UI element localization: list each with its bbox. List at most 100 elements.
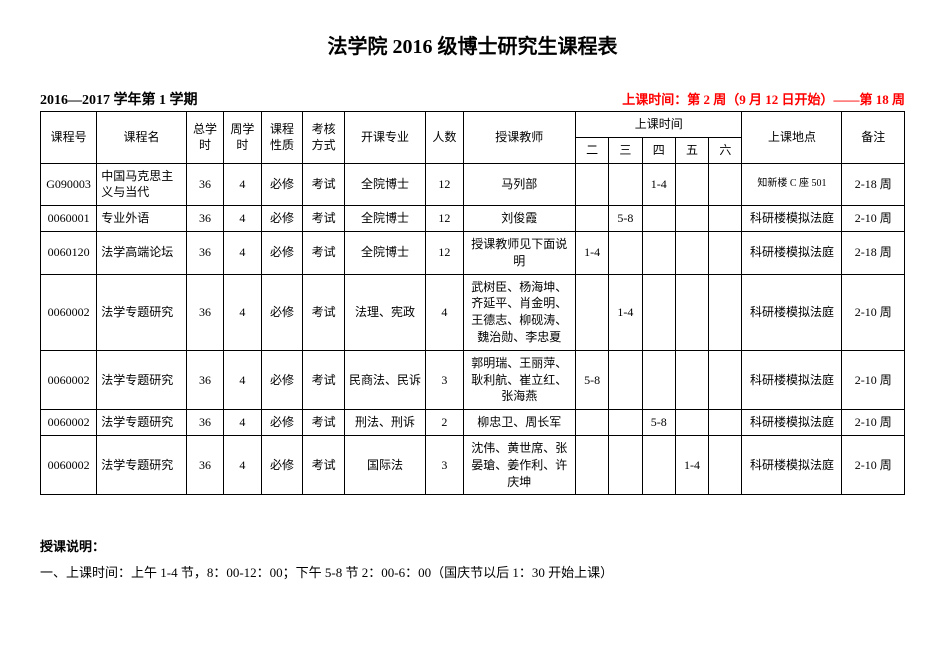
- table-cell: [642, 435, 675, 494]
- col-location: 上课地点: [742, 112, 842, 164]
- table-cell: 民商法、民诉: [344, 350, 425, 409]
- table-row: 0060002法学专题研究364必修考试民商法、民诉3郭明瑞、王丽萍、耿利航、崔…: [41, 350, 905, 409]
- table-row: 0060002法学专题研究364必修考试国际法3沈伟、黄世席、张晏瑲、姜作利、许…: [41, 435, 905, 494]
- table-cell: [709, 206, 742, 232]
- col-code: 课程号: [41, 112, 97, 164]
- table-cell: [609, 231, 642, 274]
- table-cell: 36: [186, 163, 223, 206]
- table-cell: 必修: [261, 274, 303, 350]
- table-cell: 2-10 周: [842, 350, 905, 409]
- table-cell: [642, 350, 675, 409]
- table-cell: G090003: [41, 163, 97, 206]
- table-cell: 法学专题研究: [97, 350, 187, 409]
- col-remark: 备注: [842, 112, 905, 164]
- table-cell: 必修: [261, 435, 303, 494]
- table-row: 0060002法学专题研究364必修考试法理、宪政4武树臣、杨海坤、齐延平、肖金…: [41, 274, 905, 350]
- table-cell: 法学高端论坛: [97, 231, 187, 274]
- table-cell: 12: [426, 206, 463, 232]
- table-cell: 考试: [303, 274, 345, 350]
- table-cell: [675, 274, 708, 350]
- table-cell: [709, 435, 742, 494]
- table-cell: 2-10 周: [842, 274, 905, 350]
- table-cell: 必修: [261, 206, 303, 232]
- table-cell: 考试: [303, 435, 345, 494]
- table-cell: [709, 163, 742, 206]
- table-cell: 36: [186, 350, 223, 409]
- notes-section: 授课说明： 一、上课时间：上午 1-4 节，8：00-12：00；下午 5-8 …: [40, 535, 905, 584]
- table-cell: 4: [224, 410, 261, 436]
- table-cell: 36: [186, 410, 223, 436]
- table-cell: 科研楼模拟法庭: [742, 206, 842, 232]
- table-cell: [609, 410, 642, 436]
- table-cell: [575, 435, 608, 494]
- table-cell: 法学专题研究: [97, 435, 187, 494]
- table-cell: 2-18 周: [842, 231, 905, 274]
- table-cell: 1-4: [642, 163, 675, 206]
- table-cell: [575, 206, 608, 232]
- col-day2: 二: [575, 137, 608, 163]
- table-cell: [609, 350, 642, 409]
- table-cell: 知新楼 C 座 501: [742, 163, 842, 206]
- col-day3: 三: [609, 137, 642, 163]
- table-cell: 武树臣、杨海坤、齐延平、肖金明、王德志、柳砚涛、魏治勋、李忠夏: [463, 274, 575, 350]
- col-type: 课程性质: [261, 112, 303, 164]
- table-cell: 4: [224, 206, 261, 232]
- table-cell: 0060002: [41, 274, 97, 350]
- table-cell: 必修: [261, 163, 303, 206]
- table-cell: 0060001: [41, 206, 97, 232]
- table-cell: 1-4: [575, 231, 608, 274]
- table-cell: [675, 163, 708, 206]
- table-cell: 刑法、刑诉: [344, 410, 425, 436]
- table-cell: [675, 206, 708, 232]
- col-week: 周学时: [224, 112, 261, 164]
- table-cell: 2: [426, 410, 463, 436]
- col-day5: 五: [675, 137, 708, 163]
- table-cell: [642, 231, 675, 274]
- table-cell: 0060002: [41, 435, 97, 494]
- table-cell: 必修: [261, 410, 303, 436]
- table-cell: 全院博士: [344, 231, 425, 274]
- table-row: G090003中国马克思主义与当代364必修考试全院博士12马列部1-4知新楼 …: [41, 163, 905, 206]
- table-cell: [709, 231, 742, 274]
- table-cell: [575, 274, 608, 350]
- table-cell: 36: [186, 206, 223, 232]
- table-cell: 必修: [261, 350, 303, 409]
- table-cell: 5-8: [575, 350, 608, 409]
- table-cell: 考试: [303, 163, 345, 206]
- table-cell: 法学专题研究: [97, 274, 187, 350]
- table-cell: [575, 410, 608, 436]
- col-day6: 六: [709, 137, 742, 163]
- table-cell: 12: [426, 163, 463, 206]
- table-cell: 0060002: [41, 410, 97, 436]
- col-total: 总学时: [186, 112, 223, 164]
- table-cell: 5-8: [609, 206, 642, 232]
- table-cell: 4: [224, 350, 261, 409]
- table-cell: 2-10 周: [842, 206, 905, 232]
- table-cell: 全院博士: [344, 163, 425, 206]
- table-cell: 0060002: [41, 350, 97, 409]
- col-time-group: 上课时间: [575, 112, 742, 138]
- table-body: G090003中国马克思主义与当代364必修考试全院博士12马列部1-4知新楼 …: [41, 163, 905, 495]
- col-num: 人数: [426, 112, 463, 164]
- period-label: 上课时间：第 2 周（9 月 12 日开始）——第 18 周: [622, 89, 905, 108]
- table-cell: 4: [224, 163, 261, 206]
- table-cell: 法理、宪政: [344, 274, 425, 350]
- table-cell: 科研楼模拟法庭: [742, 350, 842, 409]
- page-title: 法学院 2016 级博士研究生课程表: [40, 30, 905, 59]
- table-cell: 2-10 周: [842, 435, 905, 494]
- table-cell: 考试: [303, 410, 345, 436]
- table-cell: [709, 410, 742, 436]
- table-cell: 3: [426, 435, 463, 494]
- table-cell: 科研楼模拟法庭: [742, 231, 842, 274]
- col-major: 开课专业: [344, 112, 425, 164]
- table-cell: 考试: [303, 350, 345, 409]
- table-cell: 中国马克思主义与当代: [97, 163, 187, 206]
- table-cell: 12: [426, 231, 463, 274]
- table-cell: 科研楼模拟法庭: [742, 435, 842, 494]
- table-cell: [609, 435, 642, 494]
- table-cell: 必修: [261, 231, 303, 274]
- notes-heading: 授课说明：: [40, 535, 905, 558]
- table-cell: [709, 350, 742, 409]
- table-cell: 郭明瑞、王丽萍、耿利航、崔立红、张海燕: [463, 350, 575, 409]
- table-cell: 考试: [303, 231, 345, 274]
